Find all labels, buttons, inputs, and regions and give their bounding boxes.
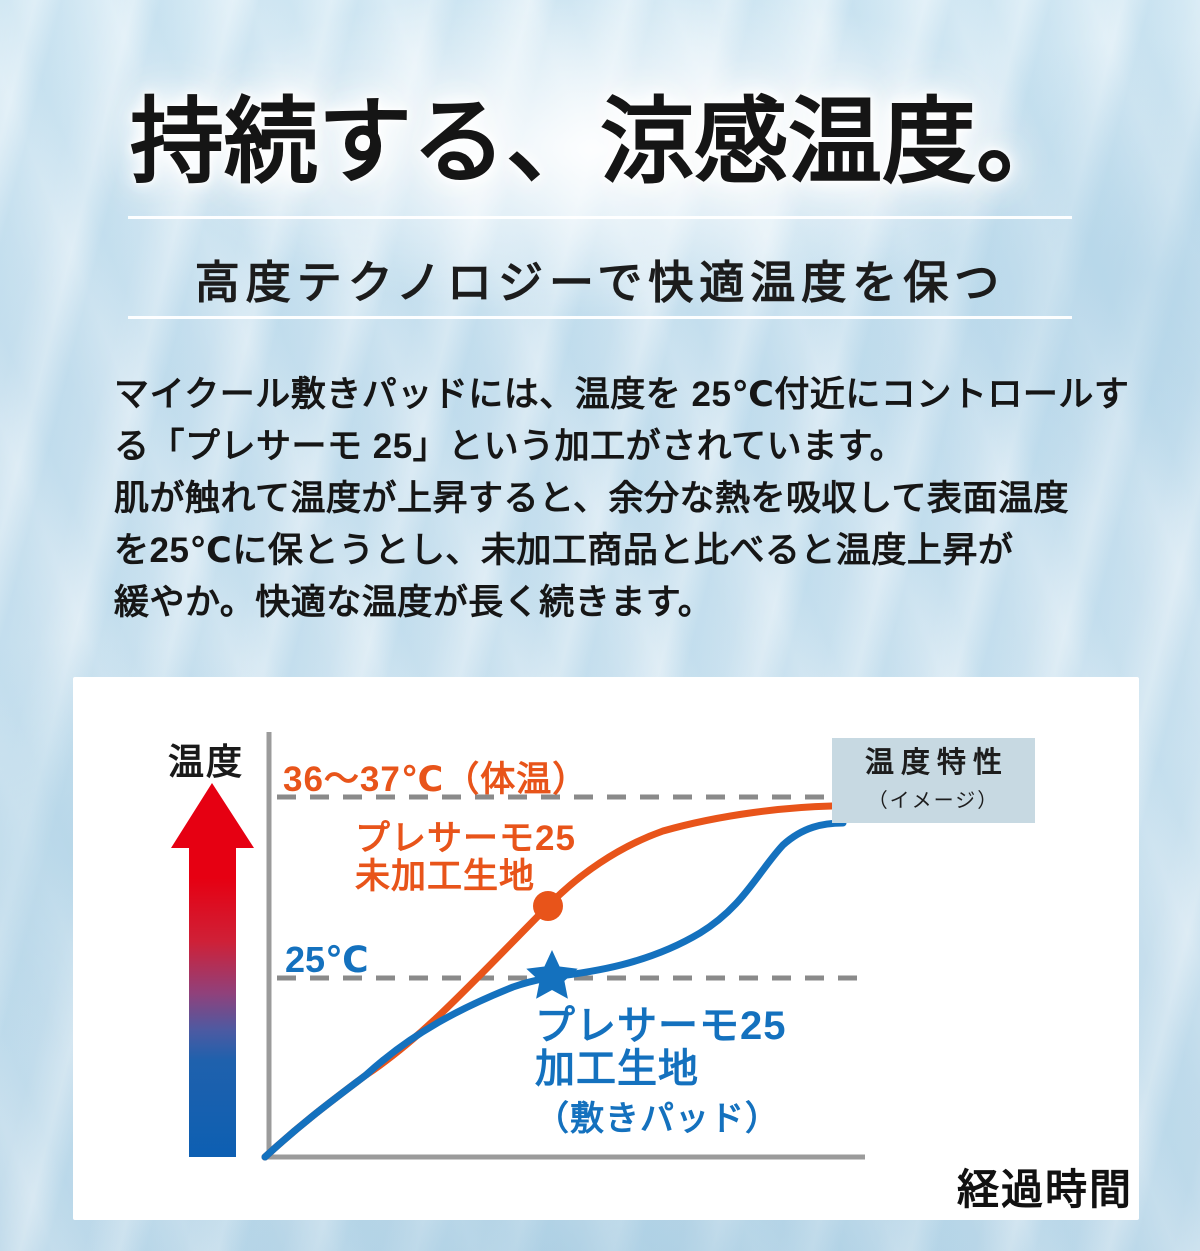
- ref-label-25c: 25℃: [285, 939, 369, 980]
- series-label-unprocessed: プレサーモ25 未加工生地: [355, 819, 576, 896]
- chart-note-sub: （イメージ）: [867, 789, 1000, 812]
- processed-star-marker: [526, 950, 578, 999]
- page-subtitle: 高度テクノロジーで快適温度を保つ: [194, 257, 1006, 308]
- divider-bottom: [128, 316, 1072, 319]
- chart-card: 温度 36～37℃（体温） プレサーモ25 未加工生地 25℃ プレサーモ25 …: [73, 677, 1139, 1220]
- temperature-chart: [171, 732, 865, 1161]
- series-label-processed-sub: （敷きパッド）: [535, 1100, 780, 1138]
- chart-note-box: 温度特性 （イメージ）: [832, 738, 1035, 823]
- page-title: 持続する、涼感温度。: [129, 91, 1070, 195]
- temperature-gradient-arrow: [171, 783, 254, 1157]
- unprocessed-point-marker: [533, 891, 563, 921]
- y-axis-label: 温度: [168, 741, 245, 782]
- divider-top: [128, 216, 1072, 219]
- series-label-processed: プレサーモ25 加工生地: [535, 1004, 787, 1091]
- chart-note-title: 温度特性: [864, 747, 1009, 780]
- ref-label-body-temp: 36～37℃（体温）: [283, 760, 589, 799]
- body-paragraph: マイクール敷きパッドには、温度を 25℃付近にコントロールす る「プレサーモ 2…: [114, 375, 1130, 622]
- x-axis-label: 経過時間: [957, 1166, 1134, 1213]
